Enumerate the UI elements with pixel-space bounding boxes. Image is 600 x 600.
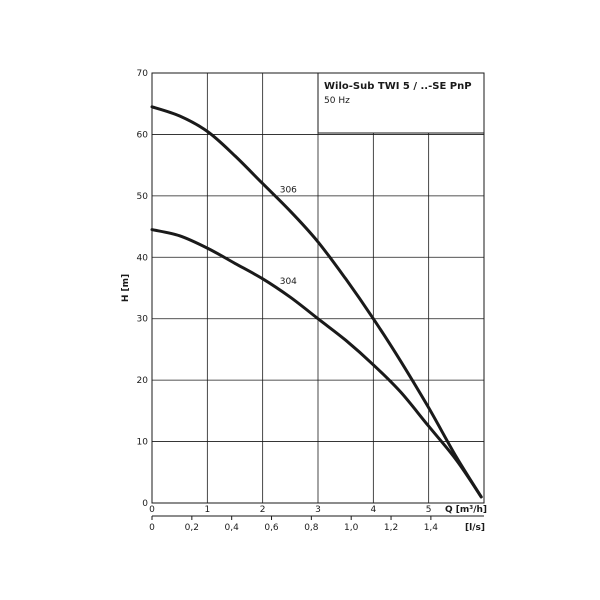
- x-tick-label: 2: [260, 505, 266, 515]
- x-axis-title: Q [m³/h]: [445, 505, 487, 515]
- x2-tick-label: 1,0: [344, 523, 359, 533]
- x2-tick-label: 1,4: [424, 523, 439, 533]
- curve-306: [150, 105, 483, 499]
- y-tick-label: 20: [137, 376, 149, 386]
- y-tick-label: 0: [142, 499, 148, 509]
- y-tick-label: 50: [137, 192, 149, 202]
- x2-tick-label: 0,4: [225, 523, 240, 533]
- curve-304: [150, 228, 483, 499]
- y-tick-label: 30: [137, 315, 149, 325]
- series-label-304: 304: [280, 277, 297, 287]
- title-box: [317, 72, 485, 134]
- x2-tick-label: 0,8: [304, 523, 319, 533]
- x2-tick-label: 0,6: [264, 523, 279, 533]
- x-tick-label: 4: [370, 505, 376, 515]
- tick-labels: 0 10 20 30 40 50 60 70 0 1 2 3 4 5: [137, 69, 432, 515]
- series-label-306: 306: [280, 186, 297, 196]
- x2-tick-label: 0,2: [185, 523, 199, 533]
- x-tick-label: 1: [204, 505, 210, 515]
- x2-axis-title: [l/s]: [465, 523, 485, 533]
- y-tick-label: 10: [137, 438, 149, 448]
- y-tick-label: 70: [137, 69, 149, 79]
- chart-title: Wilo-Sub TWI 5 / ..-SE PnP: [324, 81, 472, 92]
- x-tick-label: 5: [426, 505, 432, 515]
- x2-tick-label: 0: [149, 523, 155, 533]
- y-tick-label: 40: [137, 253, 149, 263]
- grid-lines: [152, 73, 484, 503]
- x2-tick-label: 1,2: [384, 523, 398, 533]
- x-tick-label: 3: [315, 505, 321, 515]
- y-axis-title: H [m]: [121, 274, 131, 302]
- curves: 306 304: [150, 105, 483, 499]
- y-tick-label: 60: [137, 130, 149, 140]
- chart-subtitle: 50 Hz: [324, 96, 350, 106]
- x-tick-label: 0: [149, 505, 155, 515]
- secondary-x-ticks: 0 0,2 0,4 0,6 0,8 1,0 1,2 1,4: [149, 516, 438, 533]
